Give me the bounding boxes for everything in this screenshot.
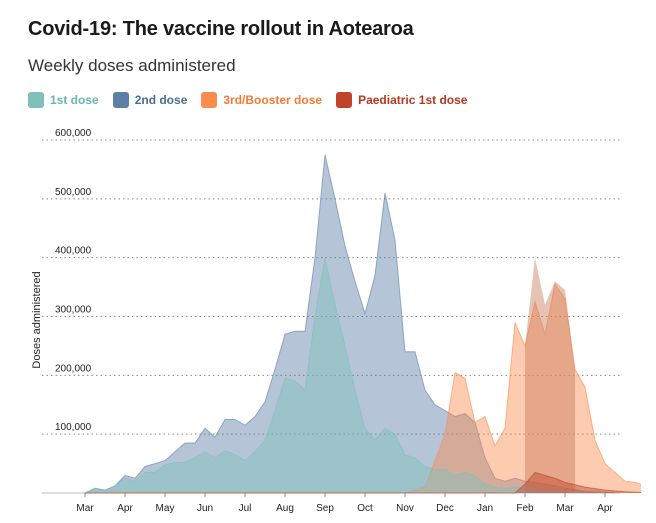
x-tick-label-11: Feb <box>516 503 534 514</box>
legend-label-booster-dose: 3rd/Booster dose <box>223 93 323 107</box>
line-1st-dose <box>84 257 606 494</box>
line-paediatric-1st-dose <box>85 471 642 494</box>
x-tick-label-3: Jun <box>197 503 213 514</box>
legend-item-2nd-dose[interactable]: 2nd dose <box>112 92 188 108</box>
legend: 1st dose 2nd dose 3rd/Booster dose Paedi… <box>28 92 467 108</box>
area-1st-dose <box>85 257 605 493</box>
x-tick-label-12: Mar <box>556 503 574 514</box>
legend-item-paediatric-dose[interactable]: Paediatric 1st dose <box>336 92 467 108</box>
x-tick-label-5: Aug <box>276 503 294 514</box>
x-tick-label-2: May <box>156 503 175 514</box>
legend-swatch-paediatric-dose <box>336 92 353 108</box>
y-tick-label-3: 400,000 <box>55 246 92 257</box>
legend-item-1st-dose[interactable]: 1st dose <box>28 92 99 108</box>
legend-label-2nd-dose: 2nd dose <box>134 93 188 107</box>
x-tick-label-6: Sep <box>316 503 334 514</box>
legend-swatch-2nd-dose <box>112 92 129 108</box>
chart-title: Covid-19: The vaccine rollout in Aotearo… <box>28 18 414 40</box>
y-axis-label: Doses administered <box>31 271 43 368</box>
x-tick-label-13: Apr <box>597 503 613 514</box>
x-tick-label-0: Mar <box>76 503 94 514</box>
y-tick-label-1: 200,000 <box>55 363 92 374</box>
legend-label-paediatric-dose: Paediatric 1st dose <box>358 93 468 107</box>
x-tick-label-9: Dec <box>436 503 454 514</box>
y-tick-label-5: 600,000 <box>55 128 92 139</box>
y-tick-label-4: 500,000 <box>55 187 92 198</box>
x-tick-label-8: Nov <box>396 503 414 514</box>
legend-label-1st-dose: 1st dose <box>50 93 99 107</box>
line-3rd-booster-dose <box>85 282 642 494</box>
x-tick-label-7: Oct <box>357 503 373 514</box>
legend-item-booster-dose[interactable]: 3rd/Booster dose <box>201 92 322 108</box>
legend-swatch-booster-dose <box>201 92 218 108</box>
area-2nd-dose <box>85 154 615 493</box>
x-tick-label-1: Apr <box>117 503 133 514</box>
chart-subtitle: Weekly doses administered <box>28 56 236 75</box>
y-tick-label-0: 100,000 <box>55 422 92 433</box>
legend-swatch-1st-dose <box>28 92 44 108</box>
area-3rd-booster-dose <box>85 284 641 493</box>
x-tick-label-10: Jan <box>477 503 493 514</box>
line-2nd-dose <box>84 154 616 494</box>
area-paediatric-1st-dose <box>85 472 641 493</box>
x-tick-label-4: Jul <box>239 503 252 514</box>
area-booster-overlap <box>525 257 575 493</box>
y-tick-label-2: 300,000 <box>55 305 92 316</box>
